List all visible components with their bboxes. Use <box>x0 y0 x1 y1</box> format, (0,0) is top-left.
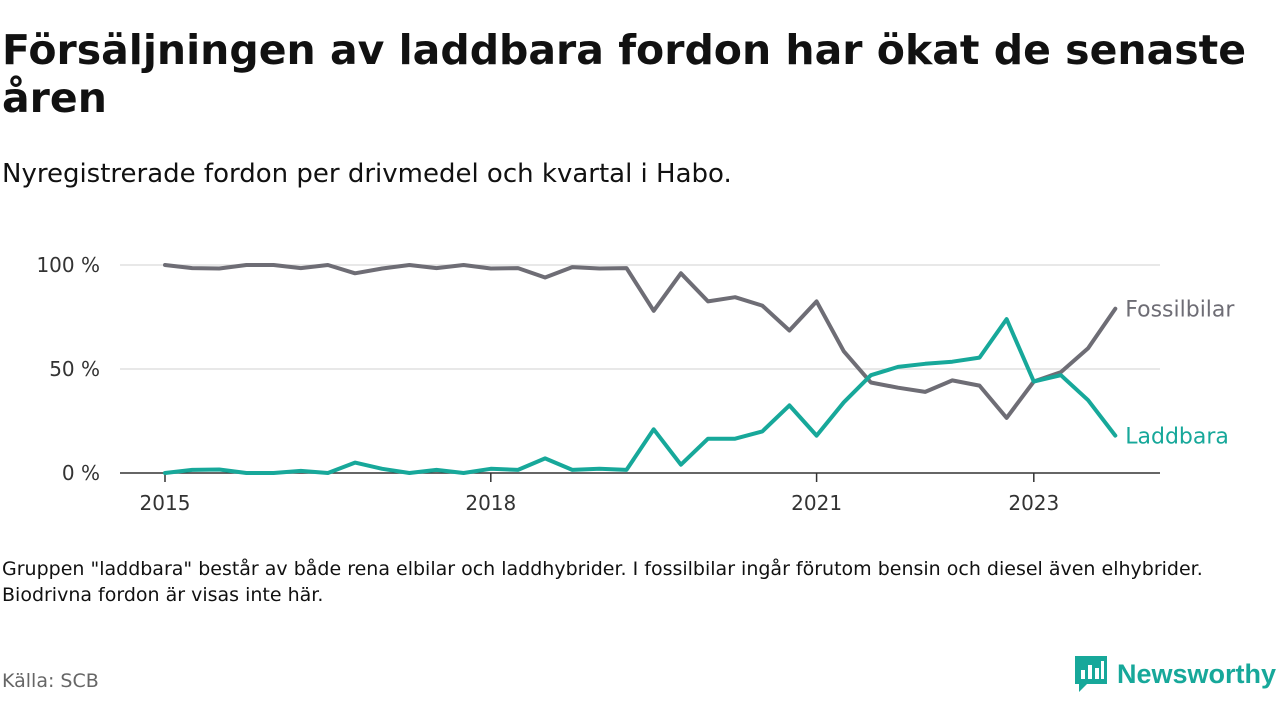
x-tick-label: 2018 <box>465 491 516 515</box>
series-labels: Fossilbilar Laddbara <box>1125 298 1235 450</box>
x-tick-label: 2015 <box>140 491 191 515</box>
chart-subtitle: Nyregistrerade fordon per drivmedel och … <box>2 159 732 189</box>
footnote: Gruppen "laddbara" består av både rena e… <box>2 558 1203 606</box>
series-label-laddbara: Laddbara <box>1125 425 1229 450</box>
newsworthy-logo-text: Newsworthy <box>1116 658 1276 689</box>
chart-title: Försäljningen av laddbara fordon har öka… <box>2 26 1247 122</box>
series-label-fossilbilar: Fossilbilar <box>1125 298 1235 323</box>
y-tick-label: 50 % <box>49 357 100 381</box>
y-tick-label: 0 % <box>62 461 100 485</box>
y-axis: 0 % 50 % 100 % <box>36 253 100 485</box>
source-label: Källa: SCB <box>2 670 99 692</box>
series-line-fossilbilar <box>163 263 1118 420</box>
x-axis: 2015 2018 2021 2023 <box>140 473 1059 515</box>
gridlines <box>120 264 1160 474</box>
newsworthy-logo: Newsworthy <box>1073 654 1276 694</box>
newsworthy-logo-icon <box>1074 656 1107 692</box>
line-chart: 0 % 50 % 100 % 2015 2018 2021 2023 Fossilbila… <box>36 253 1235 515</box>
x-tick-label: 2023 <box>1008 491 1059 515</box>
x-tick-label: 2021 <box>791 491 842 515</box>
series-line-laddbara <box>163 317 1118 475</box>
y-tick-label: 100 % <box>36 253 100 277</box>
series-lines <box>163 263 1118 475</box>
